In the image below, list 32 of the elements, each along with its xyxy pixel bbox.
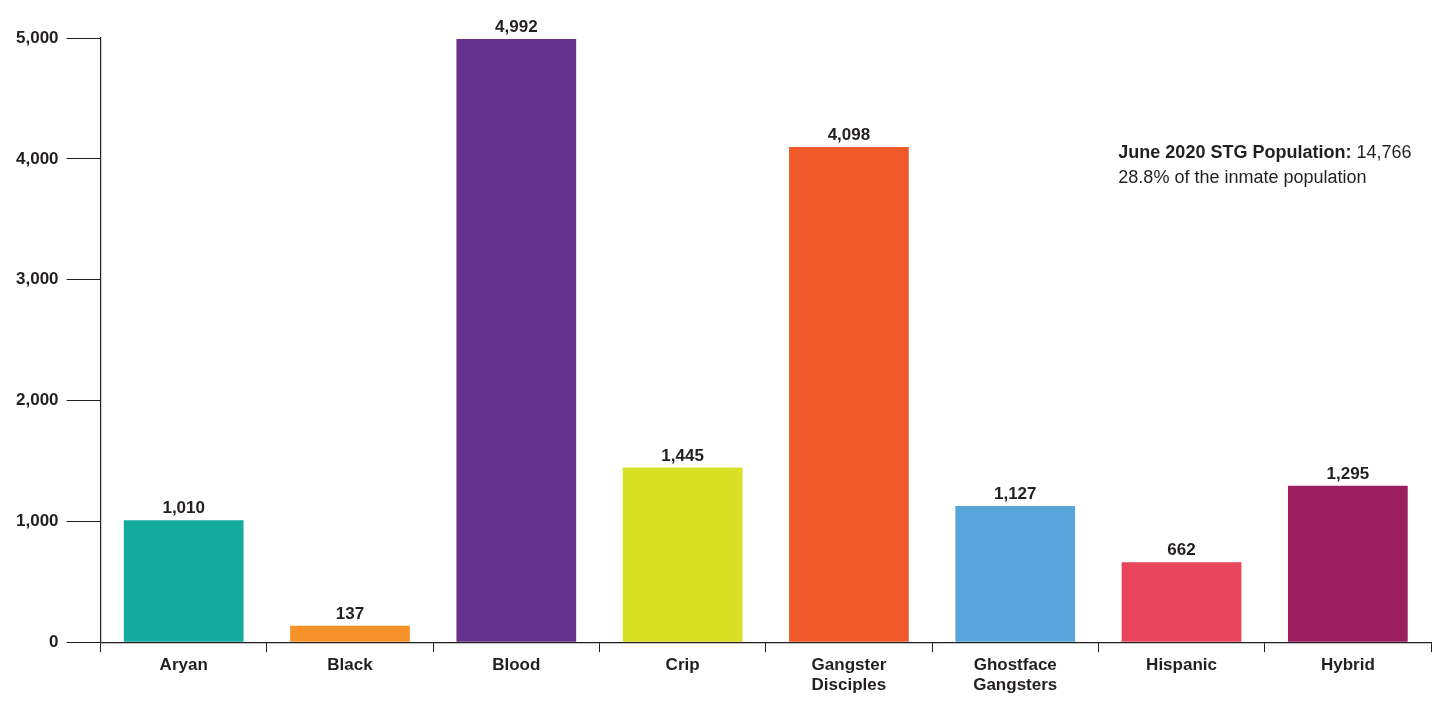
x-tick-label: Black xyxy=(327,655,374,675)
bar xyxy=(290,625,410,642)
y-tick-label: 4,000 xyxy=(15,148,59,168)
annotation: 28.8% of the inmate population xyxy=(1118,167,1367,187)
x-tick-label: Crip xyxy=(665,655,700,675)
y-tick-label: 5,000 xyxy=(15,27,59,47)
data-label: 4,992 xyxy=(495,17,538,37)
y-tick-label: 0 xyxy=(49,631,59,651)
bar xyxy=(789,147,909,642)
x-tick-label: Aryan xyxy=(159,655,208,675)
bar xyxy=(123,520,244,642)
bar xyxy=(1121,562,1242,642)
data-label: 662 xyxy=(1167,540,1196,560)
x-tick-label: Hybrid xyxy=(1320,655,1375,675)
bar xyxy=(456,38,577,642)
y-tick-label: 1,000 xyxy=(15,511,59,531)
x-tick-label: Gangster Disciples xyxy=(811,655,887,695)
x-tick-label: Blood xyxy=(492,655,541,675)
bar xyxy=(622,467,743,642)
y-tick-label: 2,000 xyxy=(15,390,59,410)
data-label: 137 xyxy=(335,603,365,623)
y-tick-label: 3,000 xyxy=(15,269,59,289)
bar xyxy=(1287,485,1408,642)
data-label: 4,098 xyxy=(827,125,871,145)
data-label: 1,127 xyxy=(993,484,1037,504)
x-tick-label: Ghostface Gangsters xyxy=(973,655,1058,695)
x-tick-label: Hispanic xyxy=(1146,655,1217,675)
annotation: June 2020 STG Population: 14,766 xyxy=(1118,142,1412,162)
data-label: 1,445 xyxy=(661,445,704,465)
data-label: 1,010 xyxy=(162,498,205,518)
bar xyxy=(955,506,1076,642)
data-label: 1,295 xyxy=(1326,463,1370,483)
